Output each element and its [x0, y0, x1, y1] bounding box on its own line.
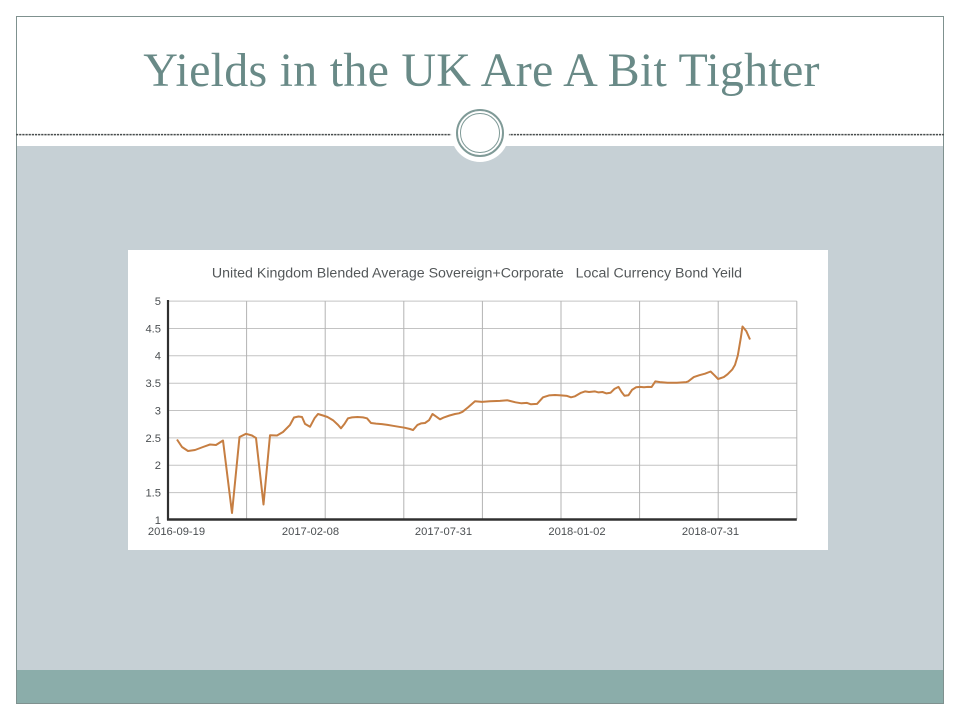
svg-text:2018-01-02: 2018-01-02 [548, 526, 605, 538]
svg-text:2017-02-08: 2017-02-08 [282, 526, 339, 538]
svg-text:2.5: 2.5 [145, 432, 161, 444]
svg-text:United Kingdom Blended Average: United Kingdom Blended Average Sovereign… [212, 265, 742, 281]
svg-text:3.5: 3.5 [145, 378, 161, 390]
svg-text:5: 5 [155, 296, 161, 308]
svg-text:2: 2 [155, 460, 161, 472]
svg-text:2017-07-31: 2017-07-31 [415, 526, 472, 538]
svg-text:4.5: 4.5 [145, 323, 161, 335]
svg-text:1: 1 [155, 514, 161, 526]
svg-text:4: 4 [155, 350, 161, 362]
svg-text:2016-09-19: 2016-09-19 [148, 526, 205, 538]
svg-text:3: 3 [155, 405, 161, 417]
svg-text:2018-07-31: 2018-07-31 [682, 526, 739, 538]
svg-text:1.5: 1.5 [145, 487, 161, 499]
